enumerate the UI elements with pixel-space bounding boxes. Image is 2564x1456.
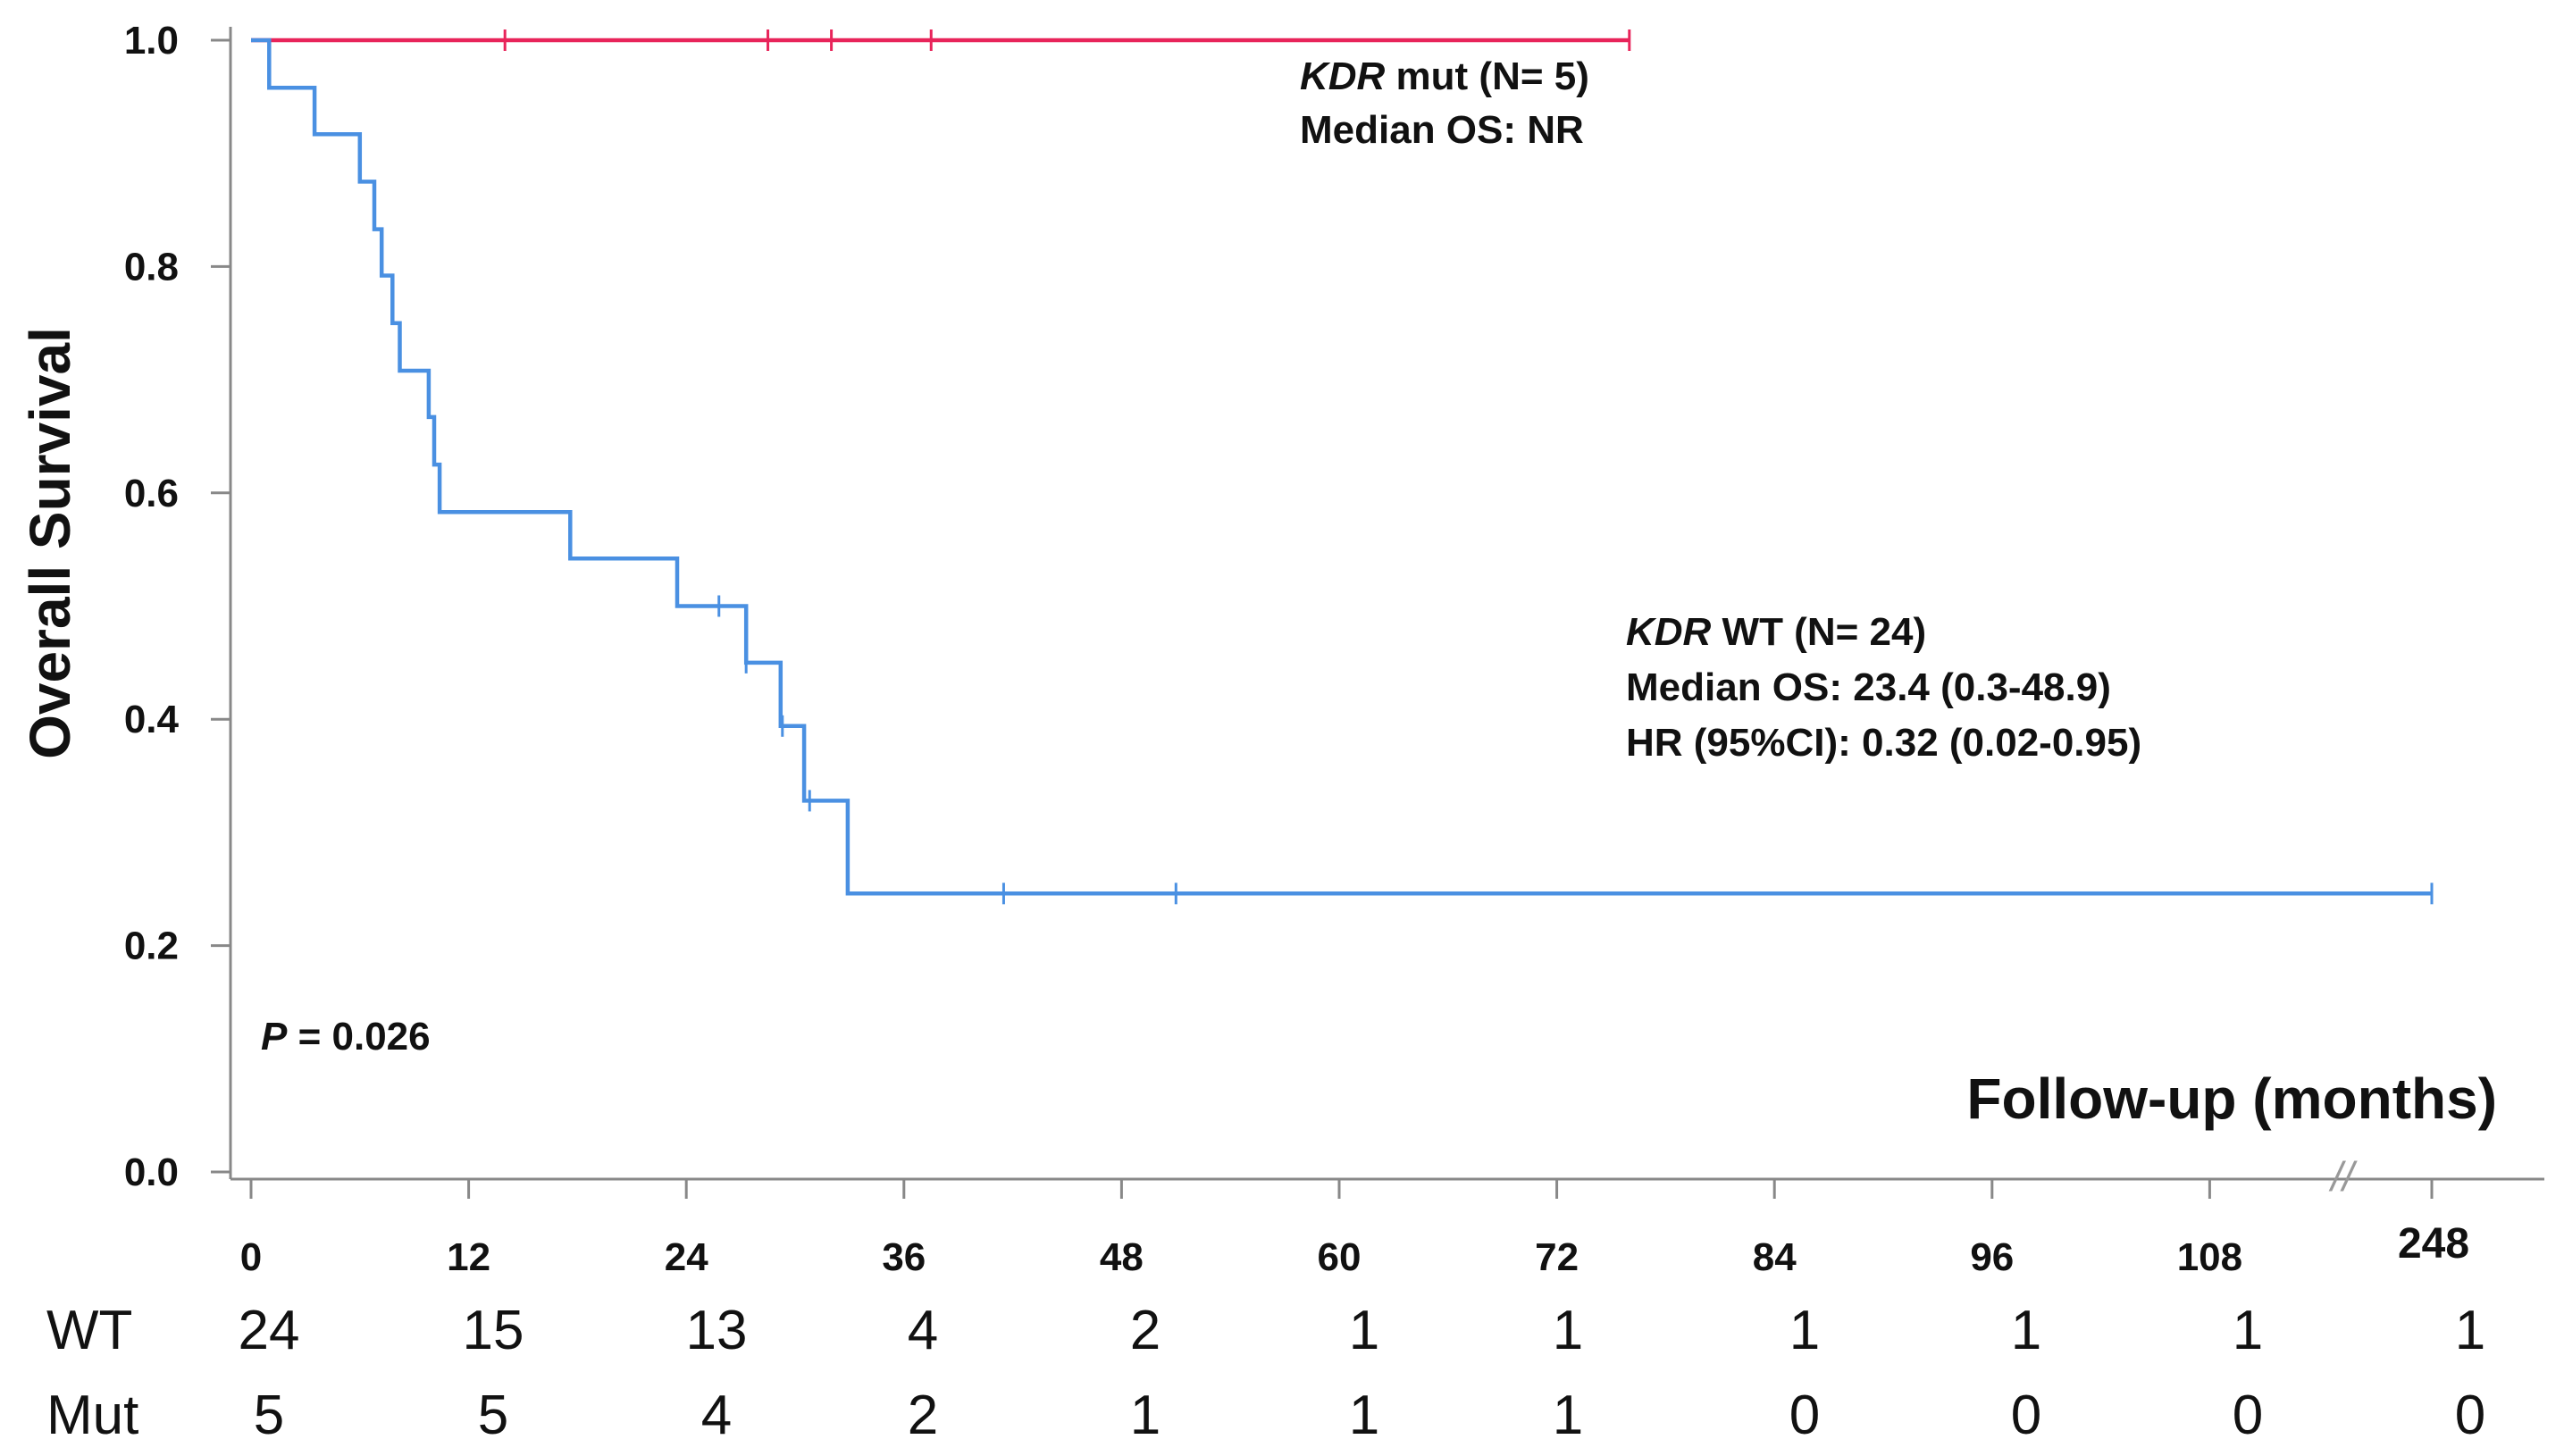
risk-value: 2 <box>908 1385 938 1446</box>
risk-value: 1 <box>2233 1300 2263 1361</box>
risk-value: 1 <box>2011 1300 2041 1361</box>
y-axis: 0.0 0.2 0.4 0.6 0.8 1.0 <box>124 19 232 1194</box>
x-tick-label: 0 <box>240 1235 262 1279</box>
curves <box>251 29 2434 905</box>
risk-value: 5 <box>478 1385 508 1446</box>
kdr-mut-median: Median OS: NR <box>1300 108 1584 152</box>
y-axis-label: Overall Survival <box>18 327 82 759</box>
x-tick-label: 24 <box>665 1235 708 1279</box>
x-tick-label: 108 <box>2177 1235 2242 1279</box>
risk-value: 0 <box>2011 1385 2041 1446</box>
risk-value: 0 <box>1789 1385 1820 1446</box>
risk-row-label: WT <box>46 1300 132 1361</box>
x-axis: 0 12 24 36 48 60 72 84 96 108 248 // <box>230 1153 2544 1279</box>
risk-value: 1 <box>1130 1385 1161 1446</box>
risk-value: 1 <box>2455 1300 2485 1361</box>
risk-value: 4 <box>908 1300 938 1361</box>
axis-break-marker: // <box>2328 1153 2358 1200</box>
risk-value: 15 <box>463 1300 524 1361</box>
kdr-wt-curve <box>251 38 2432 896</box>
risk-table: WT 24 15 13 4 2 1 1 1 1 1 1 Mut 5 5 4 2 1 1 1 0 0 0 0 <box>46 1300 2485 1446</box>
kdr-wt-median: Median OS: 23.4 (0.3-48.9) <box>1626 665 2111 709</box>
kdr-wt-hr: HR (95%CI): 0.32 (0.02-0.95) <box>1626 721 2141 765</box>
risk-value: 1 <box>1349 1385 1379 1446</box>
risk-value: 2 <box>1130 1300 1161 1361</box>
x-tick-label: 36 <box>882 1235 926 1279</box>
risk-value: 13 <box>686 1300 748 1361</box>
y-tick-label: 0.0 <box>124 1151 179 1194</box>
risk-value: 1 <box>1789 1300 1820 1361</box>
y-tick-label: 0.8 <box>124 245 179 289</box>
x-tick-label: 60 <box>1318 1235 1362 1279</box>
y-tick-label: 0.4 <box>124 698 180 741</box>
risk-value: 4 <box>701 1385 732 1446</box>
risk-value: 1 <box>1553 1300 1583 1361</box>
kdr-mut-legend: KDR mut (N= 5) <box>1300 54 1589 98</box>
risk-value: 1 <box>1349 1300 1379 1361</box>
risk-value: 5 <box>254 1385 284 1446</box>
y-tick-label: 0.2 <box>124 925 179 968</box>
x-tick-label: 72 <box>1535 1235 1579 1279</box>
risk-value: 0 <box>2455 1385 2485 1446</box>
y-tick-label: 1.0 <box>124 19 179 63</box>
x-tick-label: 12 <box>447 1235 490 1279</box>
x-tick-label: 248 <box>2398 1220 2469 1268</box>
risk-value: 1 <box>1553 1385 1583 1446</box>
p-value: P = 0.026 <box>261 1015 431 1059</box>
risk-value: 0 <box>2233 1385 2263 1446</box>
kdr-wt-legend: KDR WT (N= 24) <box>1626 610 1926 654</box>
x-tick-label: 96 <box>1970 1235 2014 1279</box>
risk-value: 24 <box>239 1300 300 1361</box>
risk-row-label: Mut <box>46 1385 138 1446</box>
x-tick-label: 84 <box>1753 1235 1797 1279</box>
x-tick-label: 48 <box>1100 1235 1144 1279</box>
y-tick-label: 0.6 <box>124 472 179 515</box>
x-axis-label: Follow-up (months) <box>1966 1067 2497 1131</box>
